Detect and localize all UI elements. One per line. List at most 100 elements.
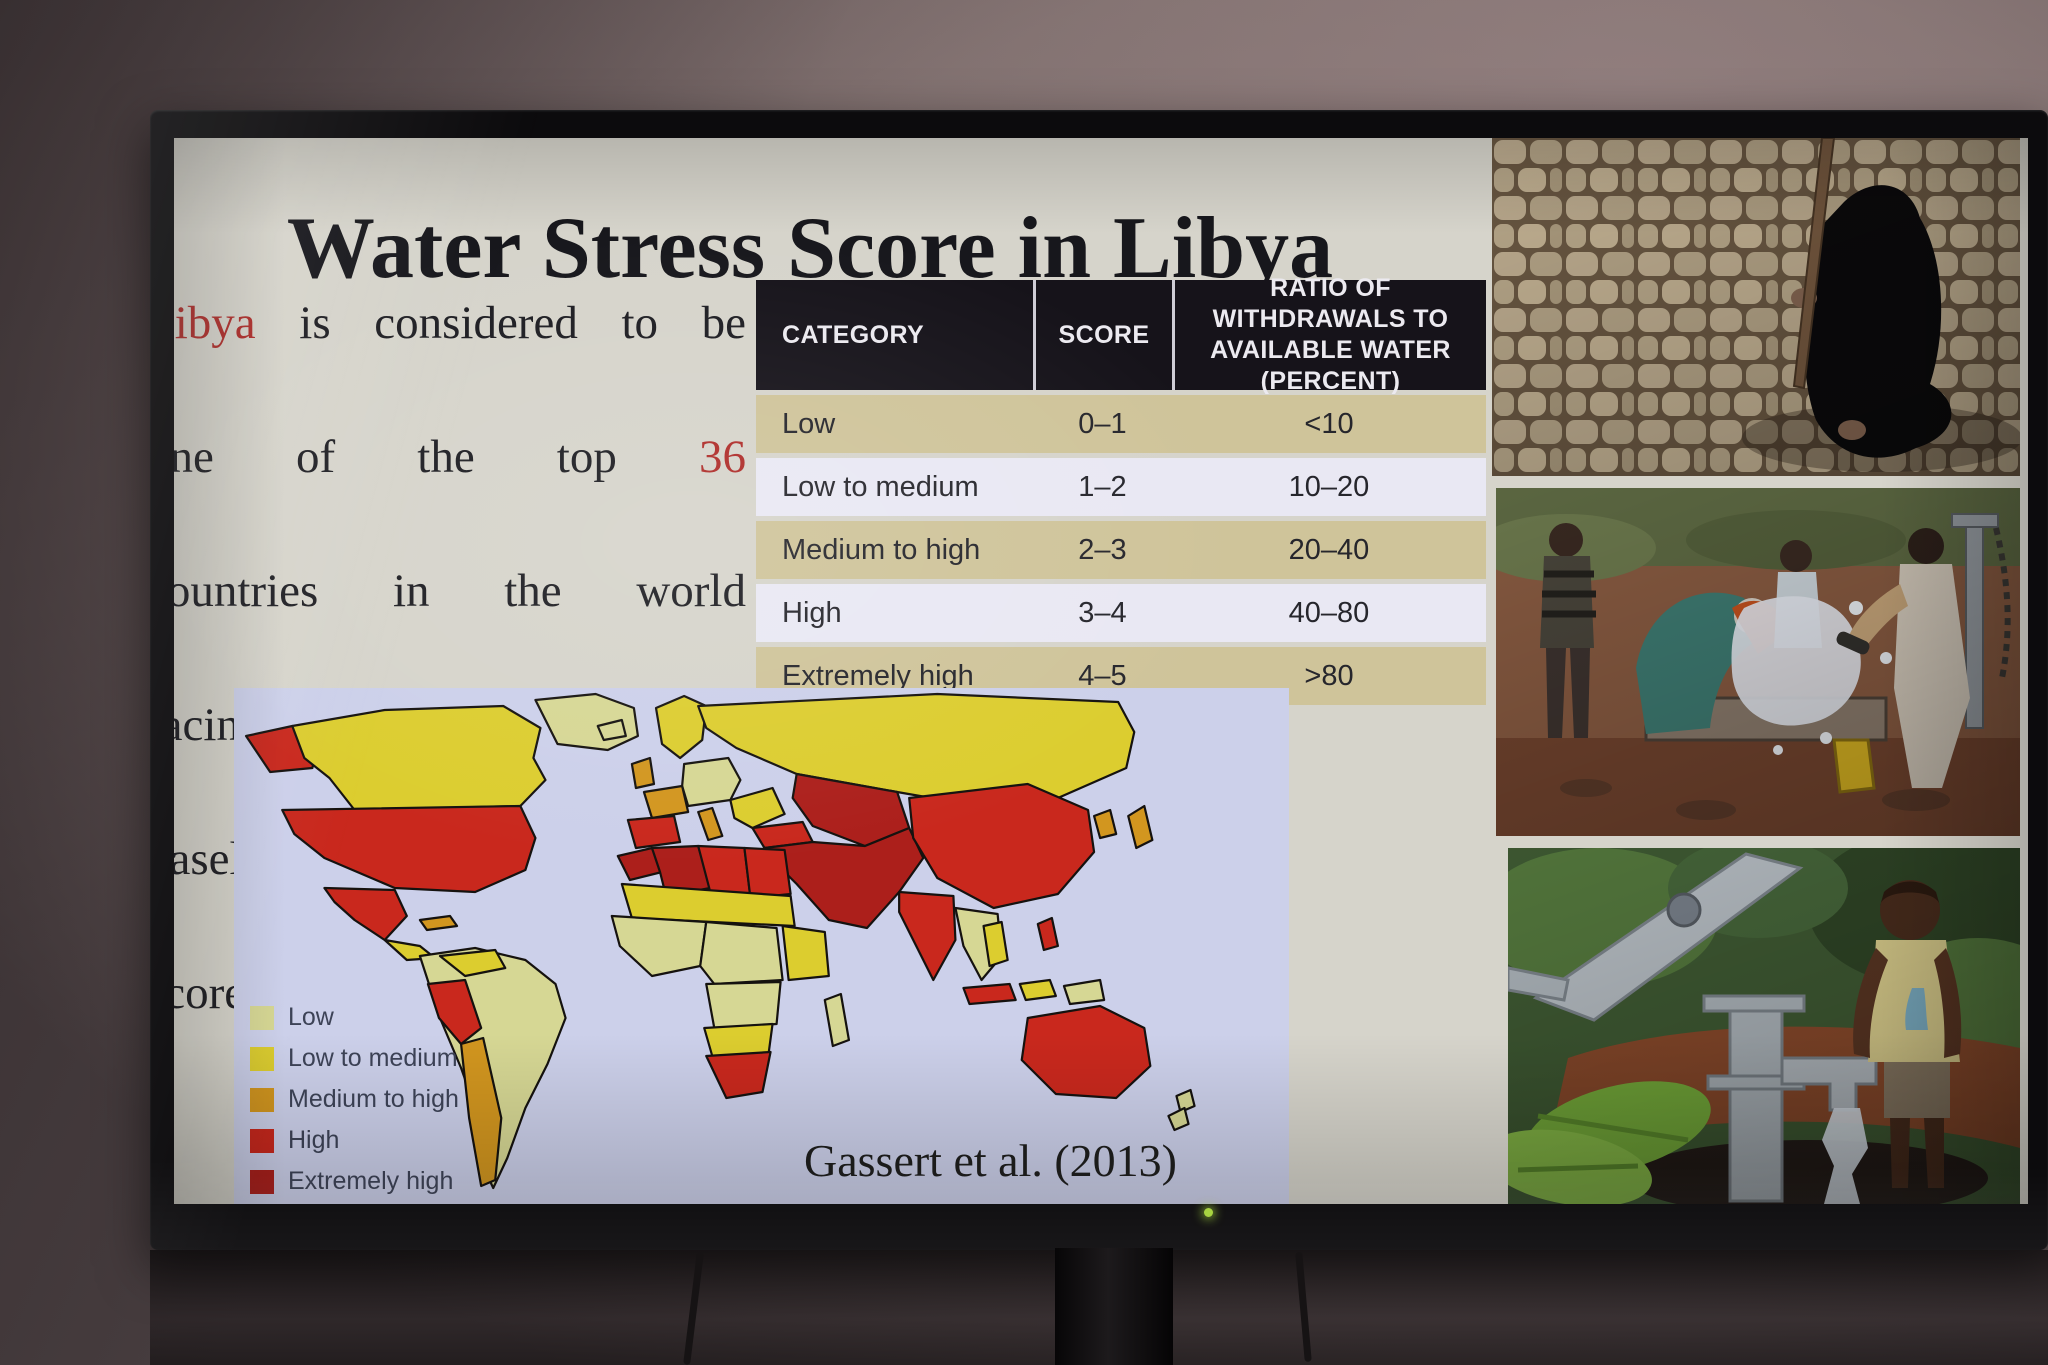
child-shorts (1884, 1062, 1950, 1118)
hand (1838, 420, 1866, 440)
digging-stick (1792, 138, 1836, 390)
power-led (1204, 1208, 1213, 1217)
cell-category: Low to medium (782, 470, 979, 503)
child-arm (1934, 948, 1962, 1058)
highlight-libya: Libya (174, 297, 256, 349)
map-region-new-zealand (1167, 1106, 1190, 1132)
cell-category: Low (782, 407, 836, 440)
child-arm (1853, 948, 1888, 1058)
map-region-philippines (1036, 916, 1060, 952)
legend-item: Medium to high (250, 1085, 459, 1114)
paragraph-line: one of the top 36 (174, 424, 746, 558)
bending-woman-teal (1636, 592, 1764, 734)
photo-cracked-earth (1492, 138, 2020, 476)
table-header-row: CATEGORY SCORE RATIO OF WITHDRAWALS TO A… (756, 274, 1486, 395)
map-region-usa (281, 804, 537, 894)
legend-label: Medium to high (288, 1085, 459, 1113)
map-region-canada (291, 704, 547, 812)
presentation-slide: Water Stress Score in Libya Libya is con… (174, 138, 2028, 1204)
map-region-eastern-europe (729, 786, 786, 830)
column-header-ratio: RATIO OF WITHDRAWALS TO AVAILABLE WATER … (1172, 274, 1486, 395)
cell-ratio: <10 (1304, 407, 1354, 440)
paragraph-line: Libya is considered to be (174, 290, 746, 424)
droplet (1820, 732, 1832, 744)
table-row: Medium to high 2–3 20–40 (756, 521, 1486, 579)
map-region-france (642, 784, 690, 820)
table-row: Low 0–1 <10 (756, 395, 1486, 453)
map-region-south-africa (705, 1050, 772, 1100)
child-head (1780, 540, 1812, 572)
table-row: Low to medium 1–2 10–20 (756, 458, 1486, 516)
cell-score: 3–4 (1078, 596, 1127, 629)
woman-head (1908, 528, 1944, 564)
shirt-stripes (1542, 570, 1596, 618)
choropleth-map (234, 688, 1289, 1204)
map-region-sahel (620, 882, 796, 928)
map-region-namibia-botswana (703, 1022, 774, 1058)
stone (1676, 800, 1736, 820)
legend-swatch-medium-to-high (250, 1087, 274, 1112)
map-region-italy (697, 806, 724, 842)
pivot-bolt (1666, 892, 1702, 928)
legend-label: High (288, 1126, 340, 1154)
map-region-peru (426, 978, 483, 1046)
map-citation: Gassert et al. (2013) (804, 1135, 1177, 1186)
map-region-west-africa (610, 914, 708, 978)
map-region-scandinavia (654, 694, 708, 760)
legend-item: Low to medium (250, 1044, 459, 1073)
hose (1836, 631, 1870, 655)
tv-screen: Water Stress Score in Libya Libya is con… (174, 138, 2028, 1204)
paragraph-text: is considered to be (255, 297, 746, 349)
boy-head (1549, 523, 1583, 557)
map-region-venezuela (438, 948, 507, 978)
legend-item: Extremely high (250, 1167, 459, 1196)
droplet (1849, 601, 1863, 615)
standing-woman-dress (1894, 564, 1970, 788)
cell-category: Extremely high (782, 659, 974, 692)
yellow-jerrycan (1832, 738, 1876, 794)
cell-ratio: >80 (1304, 659, 1354, 692)
map-region-new-zealand (1175, 1088, 1196, 1114)
legend-swatch-extremely-high (250, 1169, 274, 1194)
droplet (1880, 652, 1892, 664)
legend-swatch-low-to-medium (250, 1046, 274, 1071)
map-region-india (898, 890, 957, 982)
stone (1560, 779, 1612, 797)
cell-score: 0–1 (1078, 407, 1127, 440)
cell-category: Medium to high (782, 533, 981, 566)
column-header-category: CATEGORY (782, 320, 925, 349)
map-region-egypt (743, 846, 792, 900)
cell-ratio: 40–80 (1288, 596, 1370, 629)
column-header-score: SCORE (1033, 280, 1172, 390)
paragraph-line: countries in the world (174, 558, 746, 692)
leaf-ribs (1517, 1113, 1689, 1173)
map-region-uk (630, 756, 656, 790)
map-region-chile (459, 1036, 503, 1188)
legend-item: Low (250, 1003, 459, 1032)
map-region-australia (1020, 1004, 1152, 1100)
water-stress-table: CATEGORY SCORE RATIO OF WITHDRAWALS TO A… (756, 274, 1486, 705)
lever-arm (1508, 966, 1570, 1002)
stone (1882, 789, 1950, 811)
legend-label: Extremely high (288, 1167, 454, 1195)
pump-chain (1993, 527, 2011, 679)
pump-body (1728, 1009, 1784, 1203)
photo-water-pump-people (1496, 488, 2020, 836)
tv-stand (1055, 1248, 1173, 1365)
map-region-indonesia (962, 982, 1017, 1006)
boy-striped-shirt (1540, 556, 1594, 648)
map-region-angola-zambia (705, 980, 782, 1030)
map-region-iceland (596, 718, 627, 742)
map-region-japan (1127, 804, 1154, 850)
map-region-caribbean (418, 914, 459, 932)
legend-swatch-low (250, 1005, 274, 1030)
child-head (1880, 880, 1940, 940)
cell-score: 2–3 (1078, 533, 1127, 566)
map-region-spain (626, 814, 682, 850)
legend-item: High (250, 1126, 459, 1155)
child-legs (1890, 1118, 1944, 1188)
table-row: High 3–4 40–80 (756, 584, 1486, 642)
paragraph-text: countries in the world (174, 565, 746, 617)
legend-label: Low (288, 1003, 334, 1031)
water-stream (1822, 1108, 1868, 1204)
